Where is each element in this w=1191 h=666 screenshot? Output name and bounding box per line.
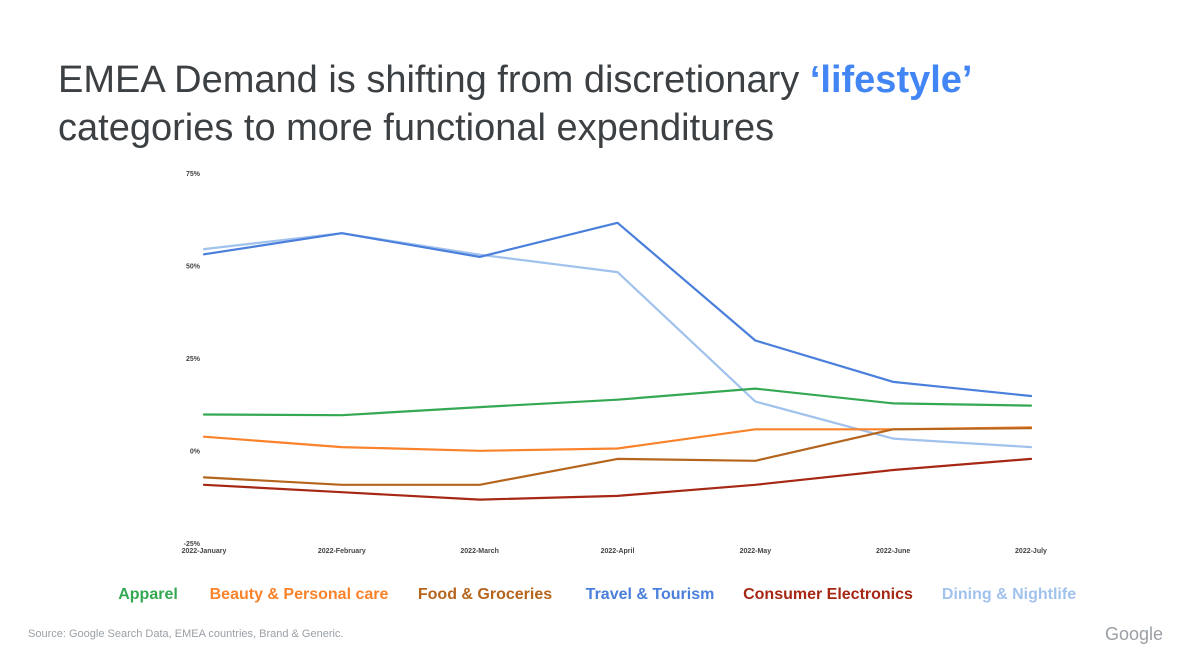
data-point [1030,446,1032,448]
data-point [478,498,481,501]
data-point [616,447,619,450]
data-point [892,428,894,431]
data-point [892,381,894,383]
slide-title: EMEA Demand is shifting from discretiona… [58,56,1158,152]
data-point [754,428,757,431]
source-note: Source: Google Search Data, EMEA countri… [28,628,344,640]
y-tick-label: -25% [184,541,201,548]
data-point [754,400,757,403]
data-point [1030,427,1032,430]
data-point [892,437,894,440]
title-line-2: categories to more functional expenditur… [58,107,775,149]
legend-item-beauty-personal-care: Beauty & Personal care [209,586,389,603]
data-point [478,484,481,486]
data-point [203,413,205,416]
series-line-food-groceries [202,427,1033,486]
data-point [341,232,343,234]
data-point [616,398,619,401]
x-tick-label: 2022-June [876,548,910,555]
data-point [616,458,619,460]
data-point [754,484,757,486]
data-point [754,460,757,462]
google-logo: Google [1104,624,1163,644]
series-line-apparel [202,387,1033,417]
data-point [616,222,619,224]
legend-item-dining-nightlife: Dining & Nightlife [941,586,1077,603]
title-text-part1: EMEA Demand is shifting from discretiona… [58,59,810,101]
legend-item-consumer-electronics: Consumer Electronics [743,586,913,603]
y-tick-label: 75% [186,171,201,178]
x-tick-label: 2022-May [740,548,772,555]
title-line-1: EMEA Demand is shifting from discretiona… [58,56,1158,104]
series-line-consumer-electronics [202,457,1033,501]
data-point [341,484,343,486]
x-tick-label: 2022-March [460,548,499,555]
data-point [1030,395,1032,397]
x-tick-label: 2022-January [182,548,227,555]
data-point [754,387,757,390]
data-point [341,414,343,417]
data-point [203,248,205,250]
title-highlight: ‘lifestyle’ [809,59,973,101]
data-point [1030,404,1032,407]
x-tick-label: 2022-February [318,548,366,555]
data-point [1030,458,1032,460]
legend-item-travel-tourism: Travel & Tourism [585,586,715,603]
data-point [892,469,894,471]
legend-item-food-groceries: Food & Groceries [417,586,553,603]
x-tick-label: 2022-July [1015,548,1047,555]
data-point [478,450,481,452]
data-point [478,406,481,408]
data-point [616,271,619,273]
data-point [478,256,481,258]
y-tick-label: 50% [186,264,201,271]
data-point [341,446,343,448]
chart-legend: Apparel Beauty & Personal care Food & Groc… [0,586,1191,610]
data-point [754,339,757,342]
data-point [203,253,205,256]
data-point [616,495,619,497]
data-point [203,435,205,438]
data-point [341,491,343,494]
y-tick-label: 0% [190,449,201,456]
legend-item-apparel: Apparel [118,586,178,603]
y-tick-label: 25% [186,356,201,363]
data-point [203,484,205,486]
data-point [478,253,481,256]
data-point [203,476,205,479]
x-tick-label: 2022-April [601,548,635,555]
data-point [892,402,894,405]
series-line-travel-tourism [202,221,1033,398]
